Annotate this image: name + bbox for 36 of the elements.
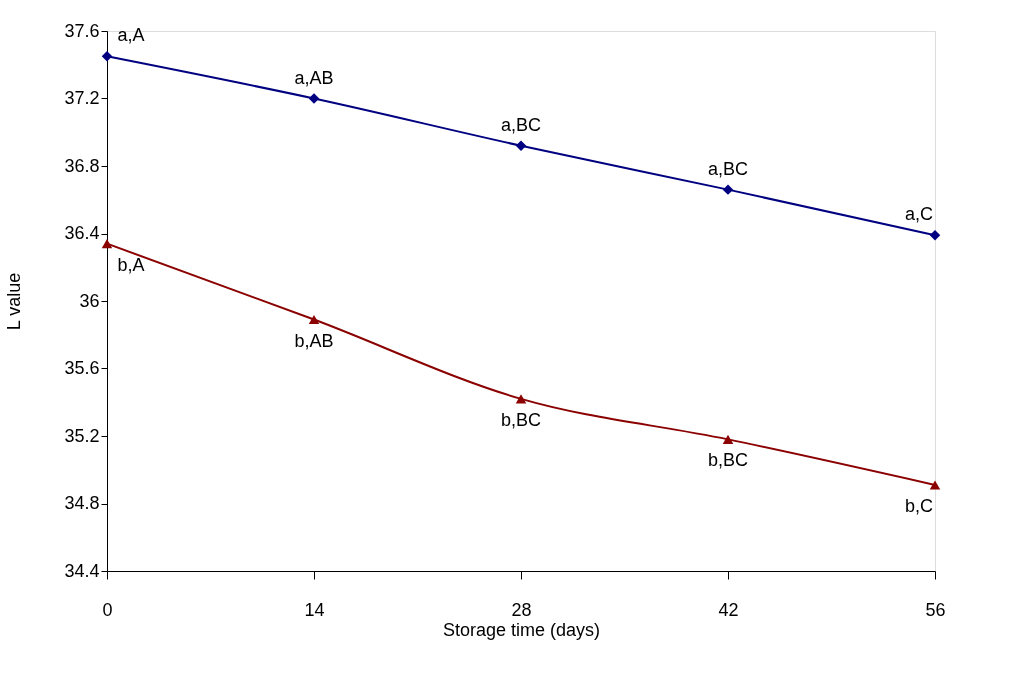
annotation: b,BC: [500, 409, 542, 430]
point: [515, 140, 527, 151]
x-tick-label: 42: [718, 599, 739, 620]
point: [929, 229, 941, 241]
y-tick-label: 37.2: [64, 88, 100, 108]
annotation: b,C: [904, 495, 934, 516]
y-tick-label: 34.8: [64, 493, 100, 513]
y-tick-label: 36.4: [64, 223, 100, 243]
y-tick-label: 35.2: [64, 425, 100, 446]
point: [101, 239, 113, 249]
annotation: a,BC: [500, 114, 542, 135]
annotation: a,C: [904, 204, 934, 225]
x-tick-label: 14: [304, 599, 325, 620]
y-tick-label: 36.8: [64, 155, 100, 176]
y-tick-label: 37.6: [64, 20, 100, 41]
point: [101, 51, 113, 62]
x-tick-label: 28: [511, 599, 532, 620]
x-tick-label: 56: [925, 599, 946, 620]
annotation: a,AB: [294, 67, 334, 88]
y-tick-label: 35.6: [64, 358, 100, 378]
y-tick-label: 34.4: [64, 560, 100, 581]
y-axis-title: L value: [4, 272, 25, 331]
point: [308, 93, 320, 104]
point: [308, 315, 320, 325]
annotation: a,BC: [707, 158, 749, 179]
y-tick-label: 36: [79, 290, 100, 311]
point: [515, 394, 527, 404]
point: [722, 434, 734, 444]
point: [929, 480, 941, 490]
annotation: b,AB: [294, 330, 334, 351]
annotation: b,BC: [707, 450, 749, 471]
point: [722, 184, 734, 195]
x-axis-title: Storage time (days): [442, 619, 601, 640]
x-tick-label: 0: [102, 599, 113, 620]
annotation: b,A: [117, 254, 145, 275]
annotation: a,A: [117, 25, 145, 46]
